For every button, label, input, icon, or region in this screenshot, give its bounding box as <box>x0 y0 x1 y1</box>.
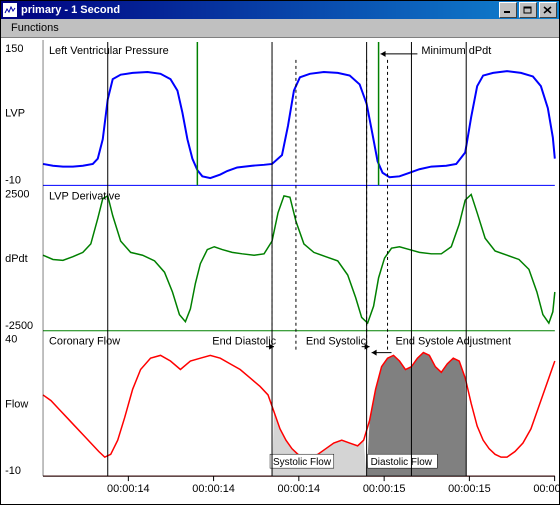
ytick-top: 2500 <box>5 188 29 200</box>
xtick-label: 00:00:15 <box>363 483 406 495</box>
app-icon <box>3 3 17 17</box>
xtick-label: 00:00:14 <box>107 483 150 495</box>
titlebar[interactable]: primary - 1 Second <box>1 1 559 19</box>
chart-area: 150 -10 LVP Left Ventricular Pressure 2500 -2… <box>1 38 559 504</box>
annotation-label: Minimum dPdt <box>421 45 491 57</box>
y-axis-label: Flow <box>5 398 28 410</box>
fill-label: Diastolic Flow <box>371 457 433 468</box>
maximize-button[interactable] <box>519 2 537 18</box>
arrowhead-icon <box>381 51 386 57</box>
ytick-bottom: -2500 <box>5 320 33 332</box>
minimize-button[interactable] <box>499 2 517 18</box>
chart-svg: 150 -10 LVP Left Ventricular Pressure 2500 -2… <box>1 38 559 504</box>
xtick-label: 00:00:14 <box>278 483 321 495</box>
y-axis-label: dPdt <box>5 253 28 265</box>
arrowhead-icon <box>372 350 377 356</box>
y-axis-label: LVP <box>5 108 25 120</box>
close-button[interactable] <box>539 2 557 18</box>
ytick-bottom: -10 <box>5 465 21 477</box>
xtick-label: 00:00:15 <box>533 483 559 495</box>
series-line-lvp <box>43 71 555 178</box>
annotation-label: End Systole Adjustment <box>396 336 512 348</box>
panel-title: Coronary Flow <box>49 336 120 348</box>
xtick-label: 00:00:14 <box>192 483 235 495</box>
app-window: primary - 1 Second Functions 150 -10 LVP Le… <box>0 0 560 505</box>
fill-label: Systolic Flow <box>273 457 332 468</box>
series-line-dpdt <box>43 194 555 323</box>
menu-functions[interactable]: Functions <box>5 21 65 35</box>
panel-title: LVP Derivative <box>49 190 120 202</box>
panel-title: Left Ventricular Pressure <box>49 45 169 57</box>
annotation-label: End Diastolic <box>212 336 276 348</box>
xtick-label: 00:00:15 <box>448 483 491 495</box>
ytick-top: 150 <box>5 43 23 55</box>
annotation-label: End Systolic <box>306 336 367 348</box>
window-title: primary - 1 Second <box>21 4 499 16</box>
menubar: Functions <box>1 19 559 38</box>
ytick-bottom: -10 <box>5 174 21 186</box>
ytick-top: 40 <box>5 334 17 346</box>
series-line-flow <box>43 353 555 458</box>
